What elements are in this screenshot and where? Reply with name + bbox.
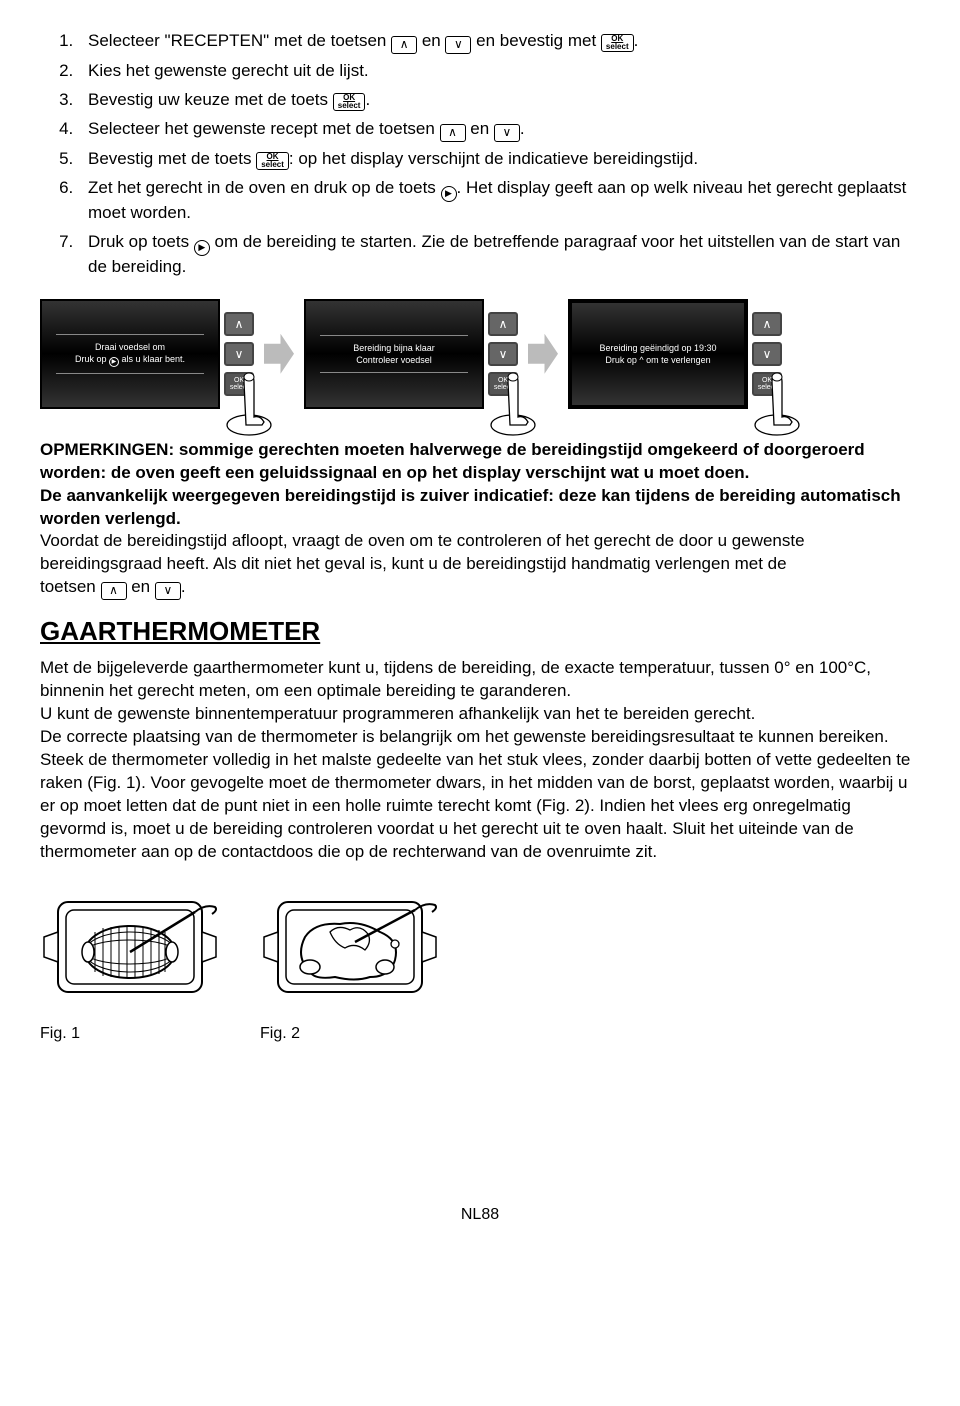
figure-1-label: Fig. 1 xyxy=(40,1023,220,1045)
roast-tray-icon xyxy=(40,882,220,1012)
display-screen-2: Bereiding bijna klaar Controleer voedsel xyxy=(304,299,484,409)
thermometer-text: Met de bijgeleverde gaarthermometer kunt… xyxy=(40,657,920,863)
play-circle-icon xyxy=(441,186,457,202)
down-side-button: ∨ xyxy=(488,342,518,366)
poultry-tray-icon xyxy=(260,882,440,1012)
up-side-button: ∧ xyxy=(224,312,254,336)
display-screen-1: Draai voedsel om Druk op als u klaar ben… xyxy=(40,299,220,409)
panel-2: Bereiding bijna klaar Controleer voedsel… xyxy=(304,299,518,409)
ok-side-button: OKselect xyxy=(752,372,782,396)
arrow-right-icon xyxy=(528,334,558,374)
instruction-steps: Selecteer "RECEPTEN" met de toetsen ∧ en… xyxy=(40,30,920,279)
down-side-button: ∨ xyxy=(224,342,254,366)
panel-3: Bereiding geëindigd op 19:30 Druk op ^ o… xyxy=(568,299,782,409)
step-text: Selecteer "RECEPTEN" met de toetsen xyxy=(88,31,391,50)
notes-block: OPMERKINGEN: sommige gerechten moeten ha… xyxy=(40,439,920,601)
play-mini-icon xyxy=(109,357,119,367)
up-button-icon: ∧ xyxy=(101,582,127,600)
figure-1: Fig. 1 xyxy=(40,882,220,1045)
ok-select-icon: OKselect xyxy=(601,34,634,52)
ok-side-button: OKselect xyxy=(488,372,518,396)
display-screen-3: Bereiding geëindigd op 19:30 Druk op ^ o… xyxy=(568,299,748,409)
side-buttons-1: ∧ ∨ OKselect xyxy=(224,312,254,396)
panel-1: Draai voedsel om Druk op als u klaar ben… xyxy=(40,299,254,409)
down-side-button: ∨ xyxy=(752,342,782,366)
play-circle-icon xyxy=(194,240,210,256)
note-text: Voordat de bereidingstijd afloopt, vraag… xyxy=(40,531,805,573)
note-bold-1: OPMERKINGEN: sommige gerechten moeten ha… xyxy=(40,440,865,482)
step-5: Bevestig met de toets OKselect: op het d… xyxy=(78,148,920,171)
arrow-right-icon xyxy=(264,334,294,374)
side-buttons-3: ∧ ∨ OKselect xyxy=(752,312,782,396)
down-button-icon: ∨ xyxy=(445,36,471,54)
step-1: Selecteer "RECEPTEN" met de toetsen ∧ en… xyxy=(78,30,920,54)
figures-row: Fig. 1 Fig. 2 xyxy=(40,882,920,1045)
side-buttons-2: ∧ ∨ OKselect xyxy=(488,312,518,396)
up-side-button: ∧ xyxy=(752,312,782,336)
note-bold-2: De aanvankelijk weergegeven bereidingsti… xyxy=(40,486,901,528)
ok-select-icon: OKselect xyxy=(333,93,366,111)
up-side-button: ∧ xyxy=(488,312,518,336)
down-button-icon: ∨ xyxy=(155,582,181,600)
step-3: Bevestig uw keuze met de toets OKselect. xyxy=(78,89,920,112)
up-button-icon: ∧ xyxy=(391,36,417,54)
step-2: Kies het gewenste gerecht uit de lijst. xyxy=(78,60,920,83)
step-7: Druk op toets om de bereiding te starten… xyxy=(78,231,920,279)
figure-2: Fig. 2 xyxy=(260,882,440,1045)
ok-side-button: OKselect xyxy=(224,372,254,396)
page-number: NL88 xyxy=(40,1204,920,1226)
ok-select-icon: OKselect xyxy=(256,152,289,170)
down-button-icon: ∨ xyxy=(494,124,520,142)
step-4: Selecteer het gewenste recept met de toe… xyxy=(78,118,920,142)
step-6: Zet het gerecht in de oven en druk op de… xyxy=(78,177,920,225)
section-heading: GAARTHERMOMETER xyxy=(40,614,920,649)
up-button-icon: ∧ xyxy=(440,124,466,142)
figure-2-label: Fig. 2 xyxy=(260,1023,440,1045)
display-panels: Draai voedsel om Druk op als u klaar ben… xyxy=(40,299,920,409)
